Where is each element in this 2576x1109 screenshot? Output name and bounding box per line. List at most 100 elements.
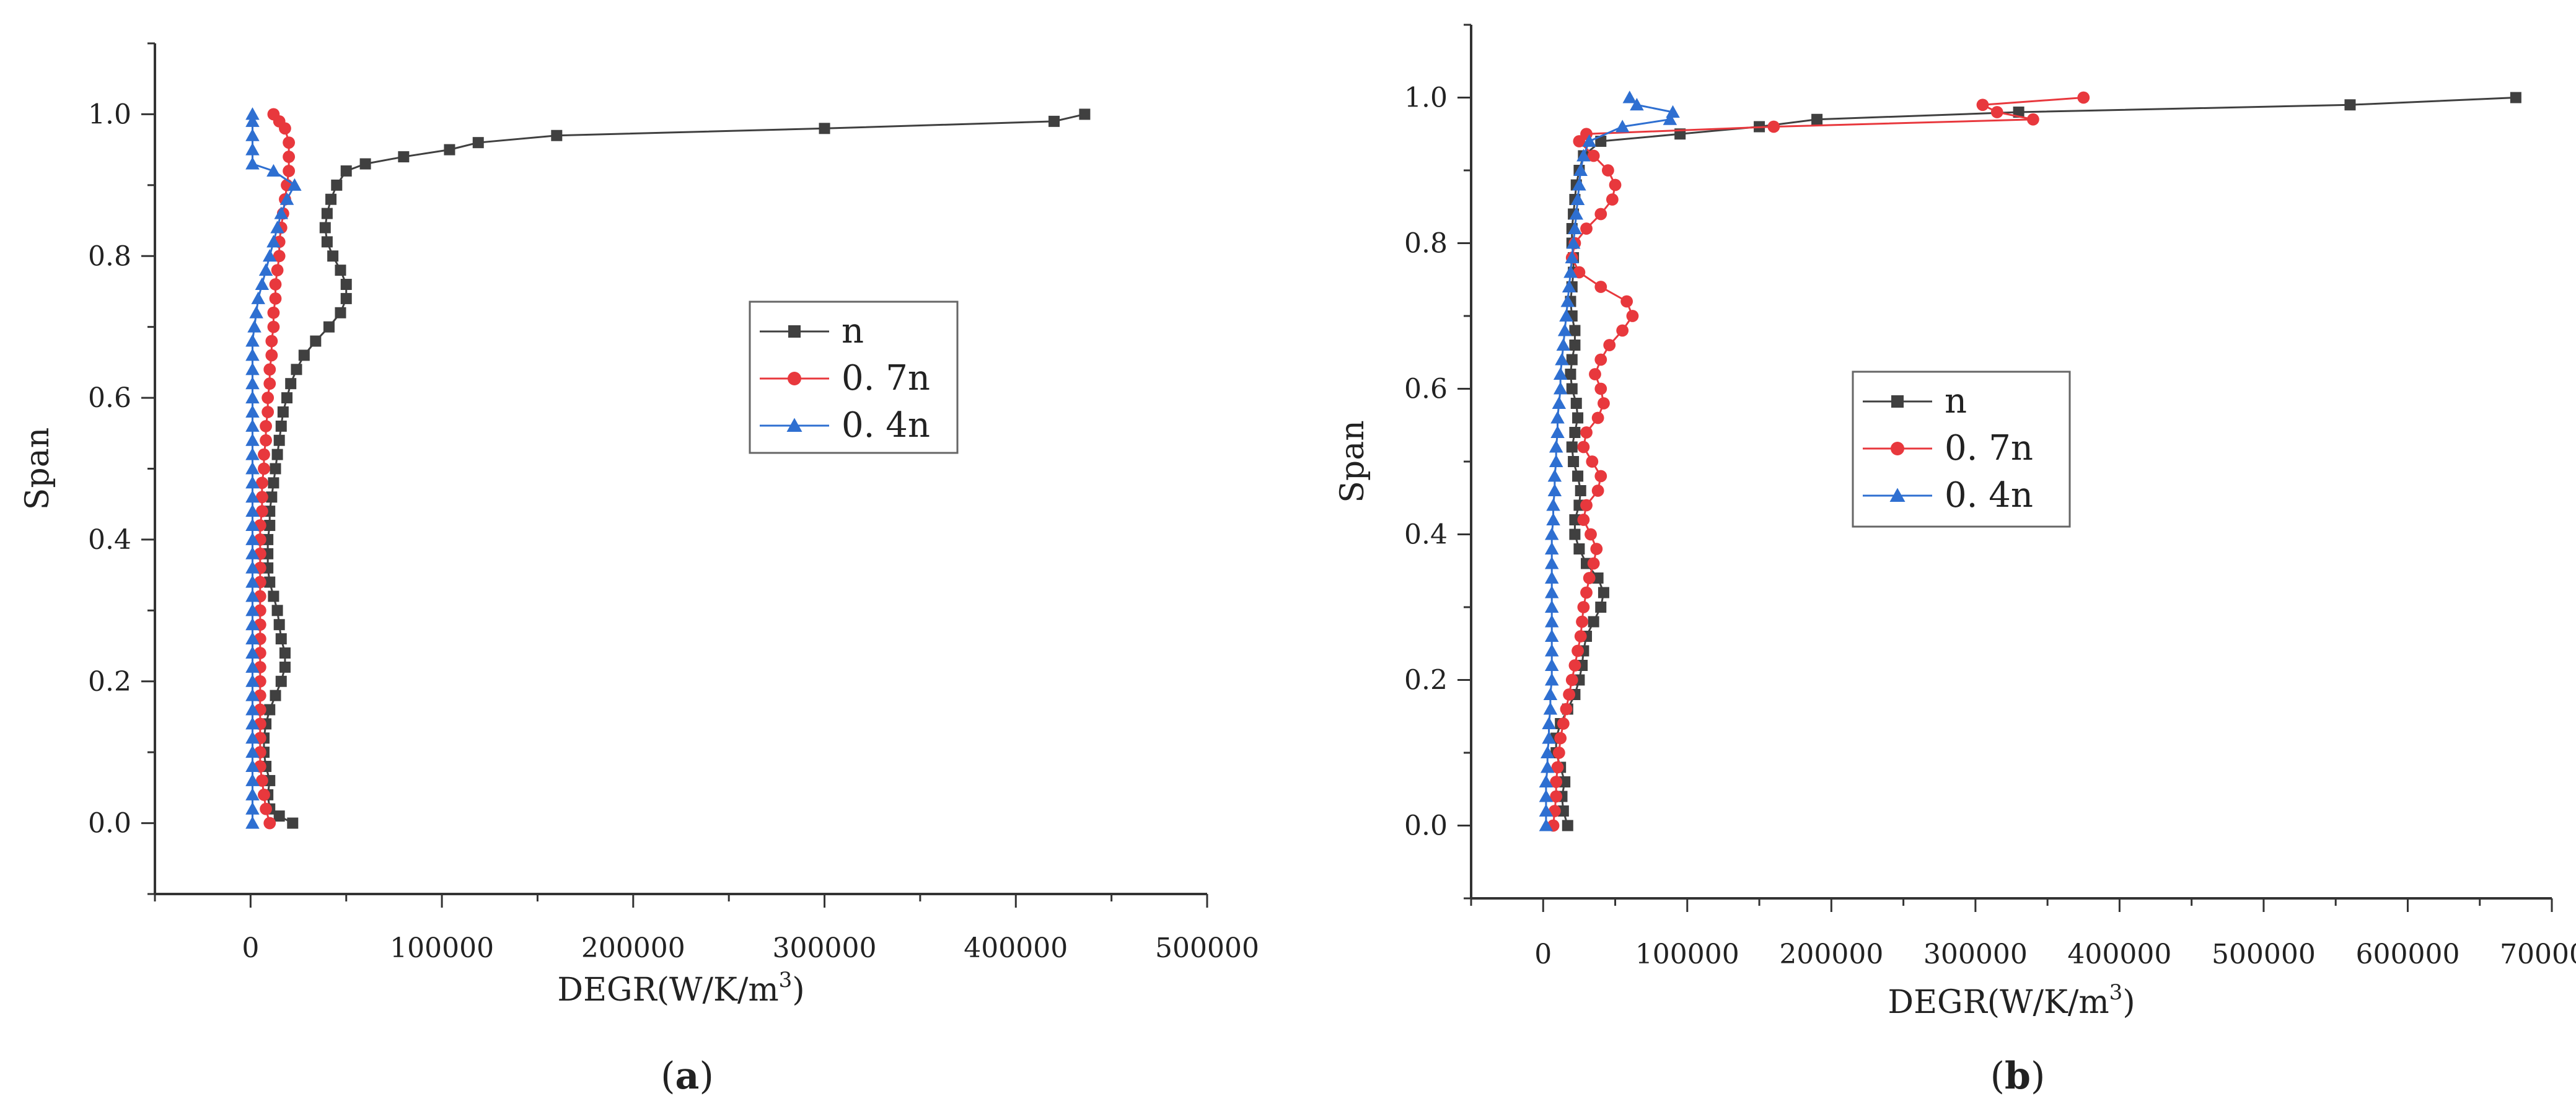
data-point: [472, 137, 484, 149]
data-point: [1568, 221, 1582, 234]
data-point: [245, 802, 260, 815]
data-point: [245, 376, 260, 390]
data-point: [255, 774, 268, 787]
data-point: [1569, 528, 1581, 540]
data-point: [285, 378, 297, 390]
data-point: [327, 250, 339, 262]
legend-marker: [1891, 442, 1904, 455]
x-tick-label: 700000: [2500, 939, 2576, 970]
data-point: [245, 447, 260, 460]
data-point: [1544, 629, 1559, 642]
data-point: [323, 321, 335, 333]
series-07n: [1547, 91, 2090, 832]
data-point: [1594, 353, 1607, 366]
data-point: [1555, 353, 1569, 366]
data-point: [551, 129, 563, 141]
data-point: [245, 731, 260, 744]
data-point: [2077, 91, 2090, 104]
y-axis-label: Span: [19, 427, 56, 510]
legend-marker: [788, 325, 801, 338]
series-n: [258, 108, 1091, 829]
data-point: [273, 250, 286, 263]
data-point: [1553, 382, 1568, 395]
data-point: [1544, 658, 1559, 671]
data-point: [1573, 163, 1588, 176]
data-point: [1540, 760, 1555, 773]
data-point: [1990, 106, 2003, 118]
data-point: [331, 179, 343, 191]
data-point: [1550, 411, 1565, 424]
data-point: [274, 206, 289, 219]
data-point: [1615, 120, 1630, 133]
x-tick-label: 300000: [773, 932, 877, 964]
legend-label: 0. 4n: [842, 405, 930, 445]
data-point: [1572, 412, 1584, 424]
series-04n: [245, 107, 302, 829]
data-point: [1559, 309, 1573, 322]
data-point: [2510, 92, 2521, 103]
data-point: [1543, 687, 1558, 700]
data-point: [1620, 295, 1633, 308]
data-point: [1588, 616, 1599, 628]
data-point: [258, 788, 270, 801]
data-point: [1602, 164, 1614, 177]
data-point: [1767, 120, 1780, 133]
data-point: [1539, 789, 1554, 802]
data-point: [1565, 369, 1576, 380]
caption-open-paren: (: [661, 1054, 675, 1098]
data-point: [340, 279, 352, 291]
series-line: [251, 114, 296, 823]
x-tick-label: 400000: [2067, 939, 2171, 970]
legend-label: 0. 7n: [1945, 428, 2033, 468]
data-point: [279, 661, 291, 673]
panel-caption: (a): [661, 1054, 714, 1098]
legend-label: 0. 4n: [1945, 475, 2033, 515]
data-point: [249, 305, 263, 318]
x-tick-label: 100000: [1635, 939, 1739, 970]
series-line: [259, 113, 290, 823]
data-point: [275, 420, 287, 432]
panel-caption: (b): [1990, 1054, 2046, 1098]
data-point: [281, 392, 293, 404]
data-point: [1666, 105, 1680, 118]
data-point: [2013, 107, 2024, 118]
data-point: [1544, 615, 1559, 628]
y-tick-label: 0.0: [1404, 810, 1448, 842]
data-point: [321, 236, 333, 248]
data-point: [1566, 383, 1578, 395]
data-point: [245, 773, 260, 786]
data-point: [1606, 193, 1619, 206]
data-point: [1566, 441, 1578, 453]
data-point: [1598, 397, 1610, 410]
x-axis-label: DEGR(W/K/m3): [1888, 980, 2135, 1021]
data-point: [1594, 281, 1607, 293]
data-point: [1811, 113, 1823, 125]
data-point: [255, 505, 268, 518]
data-point: [283, 165, 296, 177]
data-point: [1548, 805, 1561, 817]
data-point: [263, 363, 276, 376]
data-point: [269, 278, 282, 291]
data-point: [319, 222, 331, 234]
data-point: [266, 491, 278, 503]
data-point: [251, 291, 265, 304]
y-tick-label: 0.6: [88, 382, 131, 414]
x-tick-label: 200000: [1779, 939, 1883, 970]
data-point: [245, 157, 260, 170]
data-point: [1562, 279, 1576, 292]
data-point: [335, 307, 346, 318]
data-point: [1603, 339, 1616, 351]
data-point: [245, 128, 260, 141]
data-point: [265, 335, 278, 348]
data-point: [277, 406, 289, 418]
data-point: [273, 619, 285, 631]
data-point: [247, 320, 262, 333]
data-point: [260, 434, 272, 447]
caption-close-paren: ): [2031, 1054, 2045, 1098]
data-point: [1595, 136, 1607, 147]
data-point: [1572, 644, 1584, 657]
x-axis-label-main: DEGR(W/K/m: [1888, 984, 2109, 1021]
data-point: [1544, 527, 1559, 540]
data-point: [1580, 499, 1593, 512]
legend-marker: [1889, 488, 1906, 502]
